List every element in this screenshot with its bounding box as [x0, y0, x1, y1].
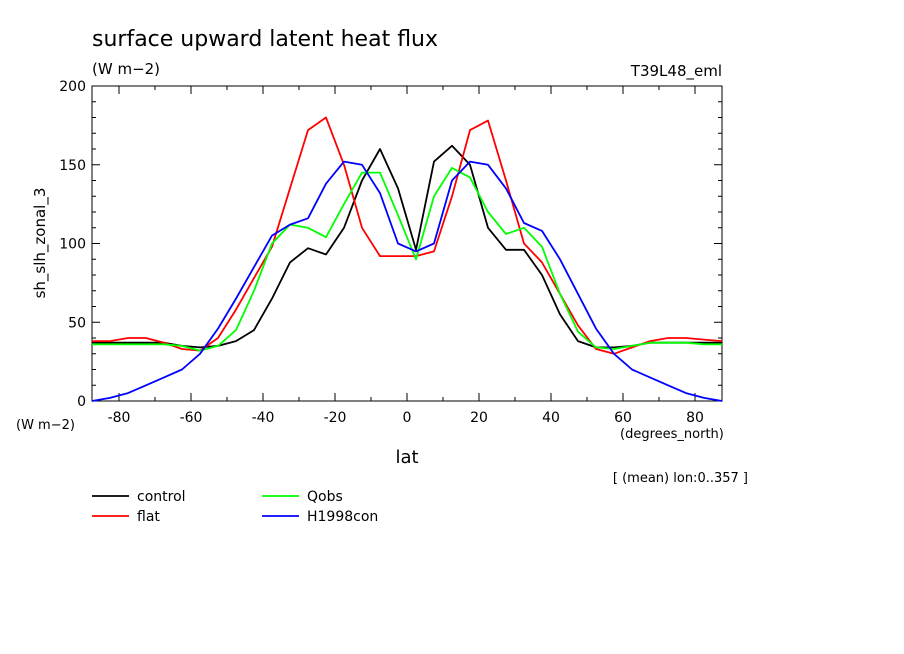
legend-label: Qobs	[307, 489, 343, 505]
legend-label: control	[137, 489, 186, 505]
chart-subtitle: (W m−2)	[92, 60, 160, 78]
plot-frame	[91, 85, 723, 402]
series-lines	[91, 116, 723, 402]
x-tick-label: 0	[403, 410, 412, 426]
chart-title: surface upward latent heat flux	[92, 27, 438, 52]
y-axis-units: (W m−2)	[16, 418, 75, 433]
legend: control flat Qobs H1998con	[92, 489, 378, 525]
x-tick-label: -40	[252, 410, 275, 426]
y-axis: 0 50 100 150 200	[59, 79, 722, 410]
x-tick-label: 60	[614, 410, 632, 426]
series-line-h1998con	[91, 160, 723, 402]
x-tick-label: 80	[686, 410, 704, 426]
series-line-qobs	[92, 166, 722, 352]
series-line-control	[92, 144, 722, 349]
averaging-note: [ (mean) lon:0..357 ]	[613, 471, 748, 486]
experiment-label: T39L48_eml	[630, 62, 722, 81]
x-axis-units: (degrees_north)	[620, 427, 724, 442]
x-tick-label: 40	[542, 410, 560, 426]
x-tick-label: -60	[180, 410, 203, 426]
x-tick-label: -80	[108, 410, 131, 426]
x-axis-label: lat	[395, 447, 418, 468]
x-tick-label: -20	[324, 410, 347, 426]
legend-label: flat	[137, 509, 160, 525]
legend-label: H1998con	[307, 509, 378, 525]
y-tick-label: 0	[77, 394, 86, 410]
x-axis: -80 -60 -40 -20 0 20 40 60 80	[108, 86, 704, 426]
x-tick-label: 20	[470, 410, 488, 426]
y-tick-label: 50	[68, 315, 86, 331]
y-axis-label: sh_slh_zonal_3	[31, 188, 50, 299]
y-tick-label: 200	[59, 79, 86, 95]
y-tick-label: 100	[59, 237, 86, 253]
y-tick-label: 150	[59, 158, 86, 174]
